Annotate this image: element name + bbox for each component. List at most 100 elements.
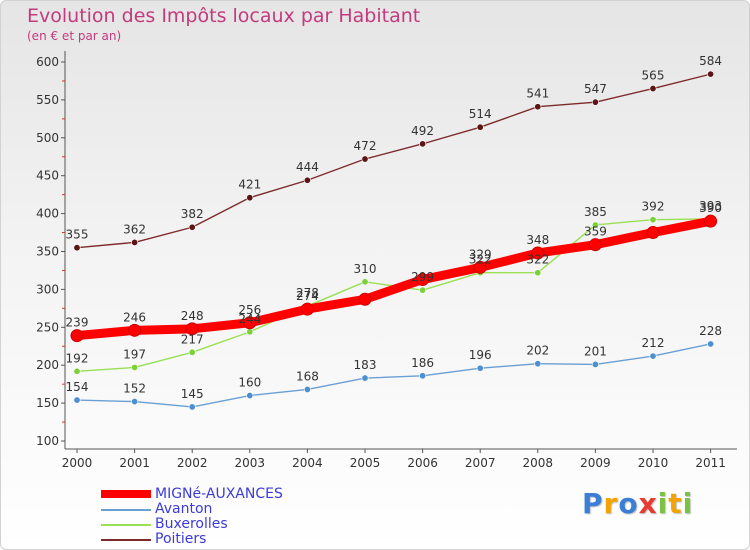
data-point-avanton [246, 392, 254, 400]
data-point-migne-auxances [358, 292, 372, 306]
data-point-avanton [188, 403, 196, 411]
legend-item-avanton: Avanton [101, 501, 361, 517]
data-point-migne-auxances [704, 214, 718, 228]
legend-swatch-migne-auxances [101, 490, 151, 498]
x-tick-label: 2001 [119, 456, 150, 470]
data-point-buxerolles [73, 367, 81, 375]
data-point-avanton [73, 396, 81, 404]
series-line-poitiers [76, 73, 712, 249]
legend-label-avanton: Avanton [155, 501, 213, 517]
data-point-migne-auxances [128, 323, 142, 337]
data-label-poitiers: 584 [699, 54, 722, 68]
data-label-buxerolles: 393 [699, 199, 722, 213]
legend-swatch-buxerolles [101, 524, 151, 526]
data-label-avanton: 201 [584, 344, 607, 358]
data-point-poitiers [649, 85, 657, 93]
data-point-avanton [419, 372, 427, 380]
data-label-buxerolles: 310 [354, 262, 377, 276]
data-point-migne-auxances [70, 329, 84, 343]
data-label-poitiers: 565 [642, 69, 665, 83]
data-label-poitiers: 421 [238, 178, 261, 192]
data-label-buxerolles: 299 [411, 270, 434, 284]
logo-letter-p: P [582, 487, 604, 520]
data-label-avanton: 160 [238, 376, 261, 390]
data-label-poitiers: 355 [66, 228, 89, 242]
data-point-buxerolles [131, 363, 139, 371]
data-point-buxerolles [361, 278, 369, 286]
x-tick-label: 2011 [695, 456, 726, 470]
data-point-migne-auxances [300, 302, 314, 316]
x-tick-label: 2003 [235, 456, 266, 470]
data-point-avanton [591, 360, 599, 368]
logo-letter-t: t [668, 487, 683, 520]
data-point-poitiers [131, 238, 139, 246]
data-label-poitiers: 547 [584, 82, 607, 96]
data-label-poitiers: 362 [123, 222, 146, 236]
data-point-avanton [303, 385, 311, 393]
y-tick-label: 200 [36, 358, 59, 372]
data-label-buxerolles: 278 [296, 286, 319, 300]
data-point-poitiers [73, 244, 81, 252]
x-tick-label: 2004 [292, 456, 323, 470]
data-point-buxerolles [419, 286, 427, 294]
data-label-poitiers: 444 [296, 160, 319, 174]
legend-swatch-poitiers [101, 539, 151, 541]
data-label-avanton: 212 [642, 336, 665, 350]
data-point-buxerolles [591, 221, 599, 229]
y-tick-label: 500 [36, 131, 59, 145]
y-tick-label: 350 [36, 245, 59, 259]
data-label-avanton: 228 [699, 324, 722, 338]
data-label-buxerolles: 197 [123, 347, 146, 361]
data-label-migne-auxances: 390 [699, 201, 722, 215]
logo-letter-r: r [603, 487, 619, 520]
y-tick-label: 250 [36, 320, 59, 334]
data-label-buxerolles: 192 [66, 351, 89, 365]
legend: MIGNé-AUXANCES Avanton Buxerolles Poitie… [101, 486, 361, 547]
data-label-migne-auxances: 256 [238, 303, 261, 317]
proxiti-logo: Proxiti [582, 487, 693, 520]
logo-letter-i: i [657, 487, 669, 520]
y-tick-label: 300 [36, 282, 59, 296]
data-label-migne-auxances: 239 [66, 316, 89, 330]
data-label-buxerolles: 217 [181, 332, 204, 346]
x-tick-label: 2006 [407, 456, 438, 470]
data-label-avanton: 154 [66, 380, 89, 394]
data-point-migne-auxances [185, 322, 199, 336]
data-point-poitiers [419, 140, 427, 148]
chart-title: Evolution des Impôts locaux par Habitant [27, 5, 421, 27]
y-tick-label: 550 [36, 93, 59, 107]
y-tick-label: 150 [36, 396, 59, 410]
logo-letter-x: x [638, 487, 658, 520]
data-point-avanton [707, 340, 715, 348]
data-label-buxerolles: 322 [526, 253, 549, 267]
data-label-migne-auxances: 348 [526, 233, 549, 247]
data-label-migne-auxances: 248 [181, 309, 204, 323]
data-point-migne-auxances [646, 226, 660, 240]
data-label-avanton: 152 [123, 382, 146, 396]
data-point-buxerolles [188, 348, 196, 356]
data-point-poitiers [707, 70, 715, 78]
data-label-buxerolles: 385 [584, 205, 607, 219]
data-point-poitiers [591, 98, 599, 106]
legend-item-migne-auxances: MIGNé-AUXANCES [101, 486, 361, 502]
legend-item-poitiers: Poitiers [101, 531, 361, 547]
x-tick-label: 2005 [350, 456, 381, 470]
data-label-poitiers: 382 [181, 207, 204, 221]
series-line-avanton [76, 343, 712, 408]
y-tick-label: 400 [36, 207, 59, 221]
legend-label-buxerolles: Buxerolles [155, 516, 228, 532]
data-label-poitiers: 492 [411, 124, 434, 138]
data-point-buxerolles [534, 269, 542, 277]
x-tick-label: 2002 [177, 456, 208, 470]
x-tick-label: 2009 [580, 456, 611, 470]
data-label-avanton: 168 [296, 369, 319, 383]
data-point-poitiers [188, 223, 196, 231]
data-point-avanton [476, 364, 484, 372]
logo-letter-o: o [618, 487, 639, 520]
data-point-poitiers [303, 176, 311, 184]
data-label-migne-auxances: 274 [296, 289, 319, 303]
logo-letter-i2: i [682, 487, 694, 520]
data-label-buxerolles: 244 [238, 312, 261, 326]
data-point-buxerolles [649, 216, 657, 224]
